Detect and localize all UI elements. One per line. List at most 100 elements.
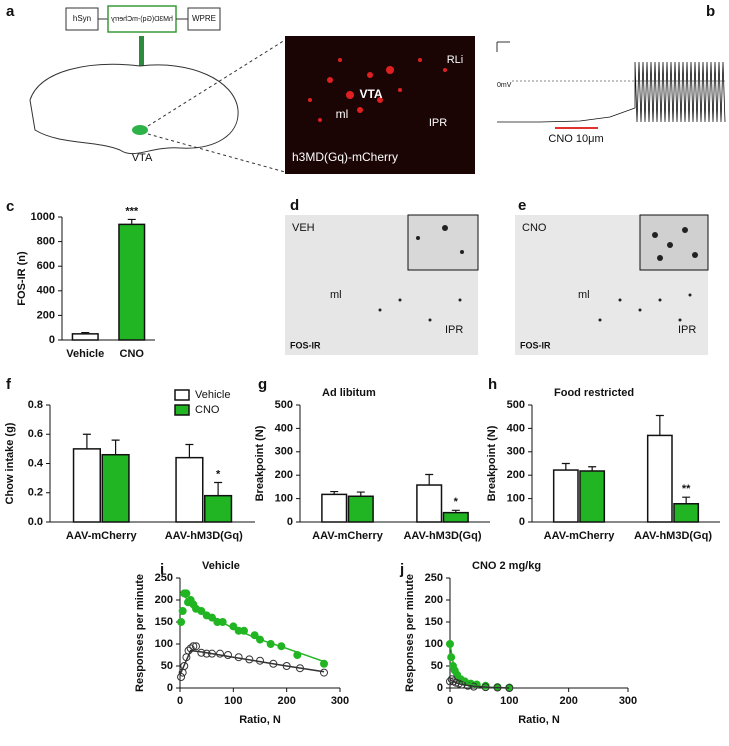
- x-tick-label: 100: [224, 695, 242, 707]
- y-tick-label: 50: [161, 660, 173, 672]
- y-axis-label: Breakpoint (N): [254, 425, 266, 501]
- image-label: IPR: [678, 324, 696, 336]
- inset: [639, 214, 709, 271]
- y-tick-label: 500: [507, 399, 525, 411]
- x-tick-label: AAV-hM3D(Gq): [403, 530, 481, 542]
- y-axis-label: Responses per minute: [134, 574, 146, 692]
- error-bar: [655, 414, 664, 436]
- y-tick-label: 0.0: [28, 516, 43, 528]
- y-axis-label: FOS-IR (n): [16, 251, 28, 306]
- y-tick-label: 400: [275, 422, 293, 434]
- error-bar: [111, 439, 120, 455]
- y-tick-label: 200: [155, 594, 173, 606]
- image-label: RLi: [447, 54, 464, 66]
- image-label: ml: [330, 289, 342, 301]
- y-tick-label: 100: [155, 638, 173, 650]
- y-tick-label: 100: [425, 638, 443, 650]
- image-label: IPR: [429, 117, 447, 129]
- y-tick-label: 0.2: [28, 487, 43, 499]
- image-label: FOS-IR: [290, 340, 321, 350]
- zoom-line: [147, 39, 286, 127]
- point: [189, 642, 198, 651]
- bar: [71, 333, 99, 341]
- y-tick-label: 100: [507, 493, 525, 505]
- point: [180, 662, 189, 670]
- vector-box: [187, 7, 221, 31]
- y-tick-label: 500: [275, 399, 293, 411]
- bar: [552, 469, 579, 523]
- chart-title: Vehicle: [202, 560, 240, 572]
- error-bar: [127, 218, 136, 225]
- x-tick-label: AAV-mCherry: [544, 530, 616, 542]
- y-tick-label: 400: [507, 422, 525, 434]
- bar: [72, 448, 102, 523]
- y-tick-label: 50: [431, 660, 443, 672]
- y-tick-label: 0: [519, 516, 525, 528]
- region-label: VTA: [132, 152, 153, 164]
- error-bar: [214, 481, 223, 496]
- vector-label: hSyn: [73, 14, 91, 23]
- voltage-trace: [497, 61, 726, 123]
- bar: [321, 493, 348, 523]
- vector-label: WPRE: [192, 14, 216, 23]
- bar: [101, 453, 130, 523]
- error-bar: [425, 473, 434, 486]
- bar: [175, 456, 204, 523]
- fit-line: [179, 649, 325, 676]
- legend-label: Vehicle: [195, 389, 230, 401]
- significance: *: [454, 496, 459, 508]
- image-label: FOS-IR: [520, 340, 551, 350]
- x-axis-label: Ratio, N: [518, 714, 560, 726]
- error-bar: [588, 466, 597, 471]
- y-axis-label: Chow intake (g): [4, 422, 16, 504]
- image-label: VEH: [292, 222, 315, 234]
- micrograph: [285, 36, 475, 174]
- brain-outline: [29, 63, 239, 155]
- chart-title: Ad libitum: [322, 387, 376, 399]
- y-tick-label: 250: [155, 572, 173, 584]
- image-label: IPR: [445, 324, 463, 336]
- y-tick-label: 150: [425, 616, 443, 628]
- point: [178, 607, 187, 615]
- vector-box: [107, 5, 177, 33]
- panel-letter: a: [6, 3, 15, 20]
- chart-title: CNO 2 mg/kg: [472, 560, 541, 572]
- y-tick-label: 800: [37, 236, 55, 248]
- y-tick-label: 300: [507, 446, 525, 458]
- x-tick-label: AAV-mCherry: [66, 530, 138, 542]
- image-label: ml: [336, 107, 349, 121]
- fit-line: [179, 592, 325, 663]
- panel-letter: e: [518, 197, 526, 214]
- x-tick-label: AAV-hM3D(Gq): [634, 530, 712, 542]
- legend-swatch: [174, 389, 190, 401]
- image-label: VTA: [359, 87, 382, 101]
- x-tick-label: Vehicle: [66, 348, 104, 360]
- panel-letter: i: [160, 561, 164, 578]
- x-tick-label: 100: [500, 695, 518, 707]
- y-tick-label: 0: [287, 516, 293, 528]
- y-tick-label: 100: [275, 493, 293, 505]
- bar: [118, 223, 146, 341]
- error-bar: [682, 496, 691, 504]
- x-tick-label: 200: [277, 695, 295, 707]
- y-tick-label: 0: [49, 334, 55, 346]
- legend-swatch: [174, 404, 190, 416]
- bar: [442, 511, 469, 523]
- bar: [416, 484, 443, 523]
- error-bar: [185, 443, 194, 458]
- error-bar: [356, 491, 365, 497]
- point: [320, 659, 328, 668]
- scale-bar: [496, 41, 510, 52]
- error-bar: [82, 433, 91, 449]
- point: [182, 589, 191, 598]
- y-axis-label: Breakpoint (N): [486, 425, 498, 501]
- y-tick-label: 0: [437, 682, 443, 694]
- drug-label: CNO 10μm: [548, 133, 603, 145]
- stained-cells: [378, 225, 464, 322]
- fit-line: [449, 679, 510, 689]
- bar: [579, 470, 606, 523]
- error-bar: [451, 509, 460, 513]
- x-tick-label: AAV-mCherry: [312, 530, 384, 542]
- x-tick-label: 200: [559, 695, 577, 707]
